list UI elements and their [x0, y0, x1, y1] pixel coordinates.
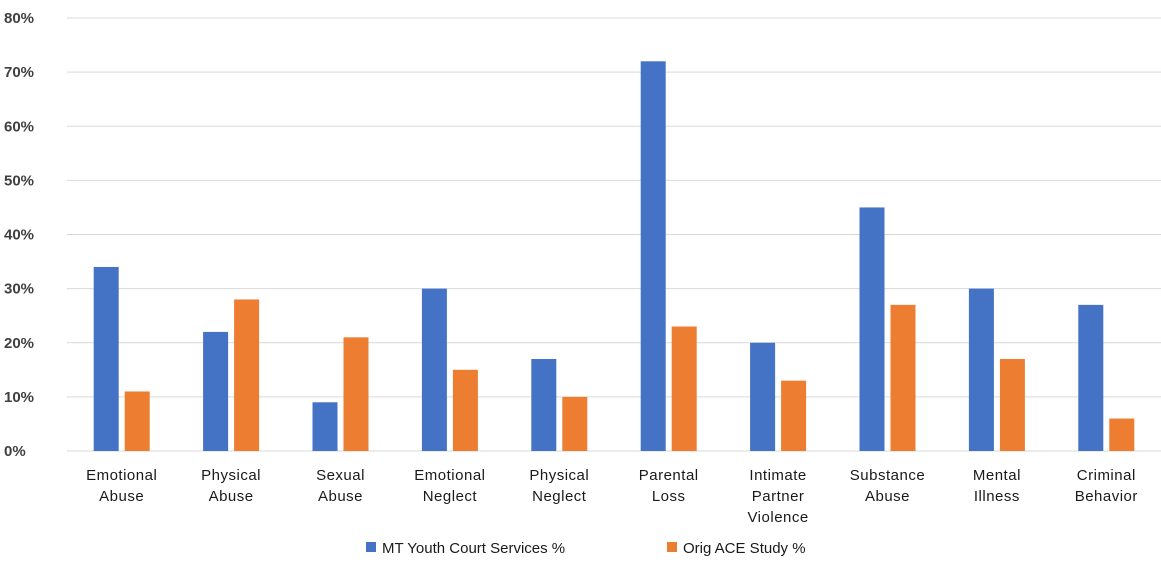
y-tick-label: 0%: [4, 443, 26, 460]
bar-orig-ace: [124, 391, 150, 451]
x-tick-label: Criminal Behavior: [1075, 467, 1138, 505]
legend-label: MT Youth Court Services %: [382, 540, 565, 557]
y-tick-label: 70%: [4, 64, 34, 81]
legend: MT Youth Court Services % Orig ACE Study …: [366, 540, 806, 557]
bar-mt-youth: [1078, 304, 1104, 451]
x-tick-label: Intimate Partner Violence: [747, 467, 808, 526]
legend-swatch: [366, 542, 376, 552]
bar-orig-ace: [890, 304, 916, 451]
bar-orig-ace: [452, 369, 478, 451]
x-tick-label: Substance Abuse: [850, 467, 925, 505]
bar-orig-ace: [999, 358, 1025, 451]
y-tick-label: 60%: [4, 118, 34, 135]
legend-swatch: [667, 542, 677, 552]
y-axis-ticks: 0% 10% 20% 30% 40% 50% 60% 70% 80%: [4, 10, 34, 460]
bar-mt-youth: [531, 358, 557, 451]
bar-mt-youth: [203, 331, 229, 451]
x-tick-label: Parental Loss: [639, 467, 699, 505]
bar-orig-ace: [562, 396, 588, 451]
x-axis-labels: Emotional Abuse Physical Abuse Sexual Abuse Em…: [86, 467, 1138, 526]
y-tick-label: 40%: [4, 227, 34, 244]
x-tick-label: Physical Neglect: [529, 467, 589, 505]
bar-mt-youth: [312, 402, 338, 451]
y-tick-label: 10%: [4, 389, 34, 406]
bar-mt-youth: [968, 288, 994, 451]
x-tick-label: Mental Illness: [973, 467, 1021, 505]
y-tick-label: 50%: [4, 172, 34, 189]
bar-mt-youth: [750, 342, 776, 451]
bar-mt-youth: [859, 207, 885, 451]
bar-orig-ace: [343, 337, 369, 451]
bar-orig-ace: [1109, 418, 1135, 451]
x-tick-label: Physical Abuse: [201, 467, 261, 505]
bars: [93, 61, 1135, 452]
y-tick-label: 30%: [4, 281, 34, 298]
y-tick-label: 20%: [4, 335, 34, 352]
bar-mt-youth: [421, 288, 447, 451]
bar-orig-ace: [671, 326, 697, 451]
x-tick-label: Emotional Abuse: [86, 467, 157, 505]
x-tick-label: Sexual Abuse: [316, 467, 365, 505]
bar-orig-ace: [234, 299, 260, 451]
bar-orig-ace: [781, 380, 807, 451]
bar-mt-youth: [93, 266, 119, 451]
x-tick-label: Emotional Neglect: [414, 467, 485, 505]
bar-mt-youth: [640, 61, 666, 452]
y-tick-label: 80%: [4, 10, 34, 27]
legend-label: Orig ACE Study %: [683, 540, 806, 557]
gridlines: [67, 17, 1161, 452]
